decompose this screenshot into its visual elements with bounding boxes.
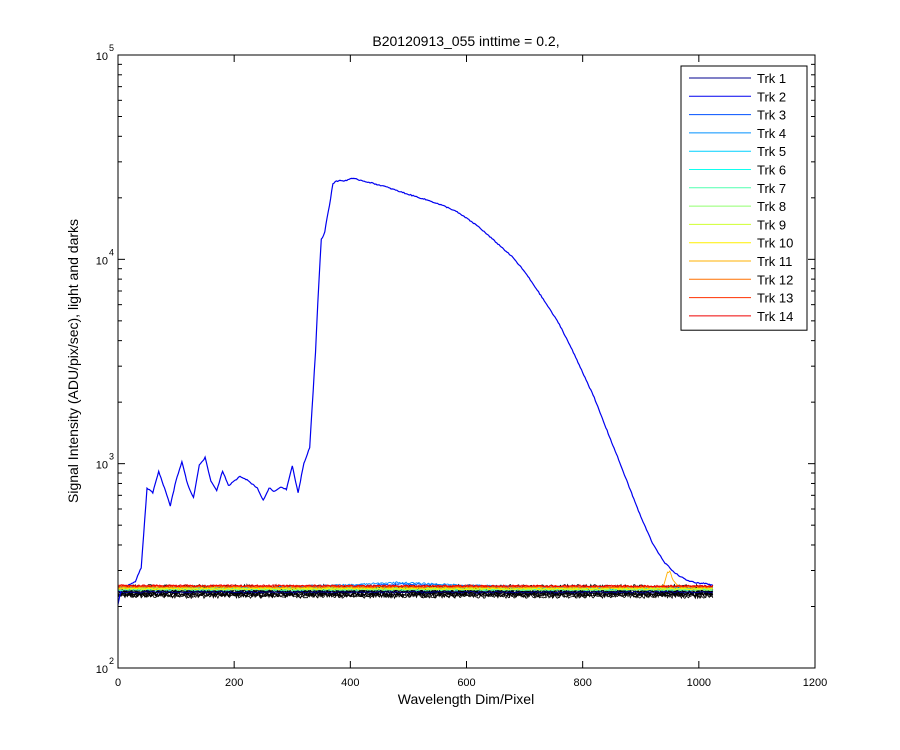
y-tick-exponent: 3 [109,452,114,462]
series-line-trk-14 [117,584,714,588]
legend-label: Trk 4 [757,126,786,141]
y-tick-exponent: 5 [109,43,114,53]
legend: Trk 1 Trk 2 Trk 3 Trk 4 Trk 5 Trk 6 Trk 7 Trk 8… [680,65,808,331]
series-line-trk-10 [117,587,714,591]
legend-label: Trk 1 [757,71,786,86]
y-tick-label: 10 [96,255,108,267]
series-line-trk-12 [117,585,713,589]
dark-trace-1 [117,592,714,600]
series-layer [117,177,714,605]
x-tick-label: 1200 [803,677,827,689]
x-tick-label: 600 [457,677,475,689]
y-axis-label: Signal Intensity (ADU/pix/sec), light an… [65,219,81,503]
y-tick-exponent: 2 [109,656,114,666]
legend-box [680,65,808,331]
legend-label: Trk 3 [757,108,786,123]
legend-label: Trk 14 [757,309,793,324]
x-tick-label: 800 [573,677,591,689]
chart-title: B20120913_055 inttime = 0.2, [372,33,559,49]
x-tick-label: 400 [341,677,359,689]
x-tick-label: 1000 [687,677,711,689]
y-tick-label: 10 [96,460,108,472]
series-line-trk-1 [117,590,713,594]
legend-label: Trk 8 [757,199,786,214]
x-tick-label: 0 [115,677,121,689]
series-line-trk-2 [117,177,713,605]
legend-label: Trk 12 [757,272,793,287]
y-tick-exponent: 4 [109,247,114,257]
x-axis-label: Wavelength Dim/Pixel [398,691,534,707]
legend-label: Trk 10 [757,236,793,251]
legend-label: Trk 9 [757,217,786,232]
y-tick-label: 10 [96,664,108,676]
legend-label: Trk 7 [757,181,786,196]
y-tick-label: 10 [96,51,108,63]
x-tick-label: 200 [225,677,243,689]
legend-label: Trk 11 [757,254,792,269]
legend-label: Trk 5 [757,144,786,159]
legend-label: Trk 13 [757,291,793,306]
legend-label: Trk 2 [757,89,786,104]
legend-label: Trk 6 [757,163,786,178]
